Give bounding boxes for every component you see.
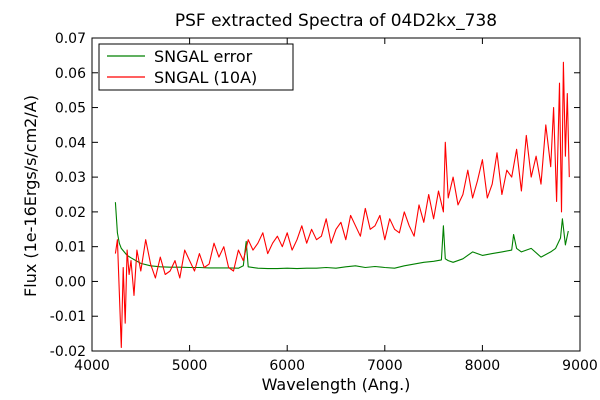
x-tick-label: 7000 — [367, 358, 403, 374]
x-tick-label: 8000 — [465, 358, 501, 374]
x-tick-label: 9000 — [562, 358, 598, 374]
y-tick-label: -0.01 — [50, 309, 86, 325]
y-tick-label: 0.02 — [55, 205, 86, 221]
plot-frame — [91, 37, 581, 352]
x-tick-label: 5000 — [172, 358, 208, 374]
y-axis-label: Flux (1e-16Ergs/s/cm2/A) — [21, 95, 40, 297]
chart-title: PSF extracted Spectra of 04D2kx_738 — [175, 11, 497, 31]
legend: SNGAL error SNGAL (10A) — [98, 43, 294, 91]
legend-box — [98, 43, 294, 91]
y-tick-label: -0.02 — [50, 344, 86, 360]
series-line-1 — [114, 61, 570, 349]
y-tick-label: 0.07 — [55, 31, 86, 47]
x-tick-label: 6000 — [269, 358, 305, 374]
y-tick-label: 0.04 — [55, 135, 86, 151]
x-axis-label: Wavelength (Ang.) — [262, 375, 411, 394]
y-tick-label: 0.05 — [55, 101, 86, 117]
legend-label-1: SNGAL (10A) — [154, 68, 257, 87]
x-tick-label: 4000 — [74, 358, 110, 374]
y-tick-label: 0.06 — [55, 66, 86, 82]
plot-area: 4000 5000 6000 7000 8000 9000 -0.02 -0.01 0.00 0.… — [50, 31, 598, 374]
y-tick-label: 0.00 — [55, 274, 86, 290]
y-tick-label: 0.03 — [55, 170, 86, 186]
y-tick-label: 0.01 — [55, 240, 86, 256]
legend-label-0: SNGAL error — [154, 47, 253, 66]
